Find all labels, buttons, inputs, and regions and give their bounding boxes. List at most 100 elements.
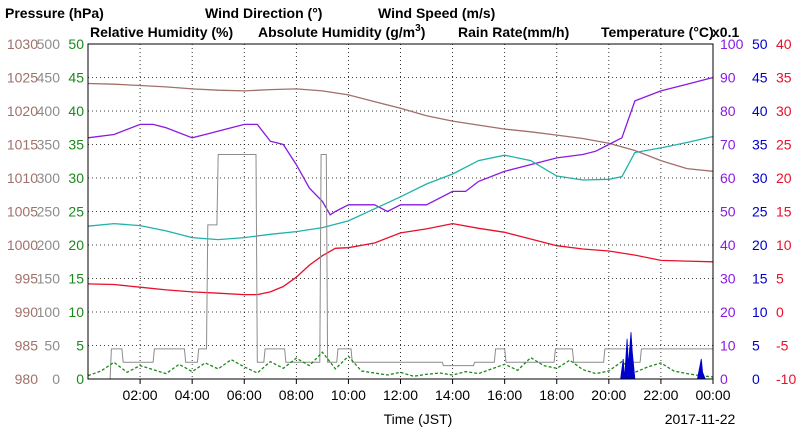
y-tick-label-wind-speed: 30 [68,170,84,186]
legend-wind-speed: Wind Speed (m/s) [378,5,495,21]
y-tick-label-rain: 35 [752,137,768,153]
y-tick-label-temperature: 20 [776,170,792,186]
grid [88,44,713,379]
series-abs-humidity [87,135,714,241]
y-tick-label-humidity: 100 [720,36,744,52]
y-tick-label-wind-speed: 0 [76,371,84,387]
y-tick-label-temperature: -10 [776,371,796,387]
series-layer [87,76,714,380]
y-tick-label-wind-speed: 15 [68,271,84,287]
x-tick-label: 20:00 [591,387,626,403]
x-tick-label: 18:00 [539,387,574,403]
y-tick-label-temperature: 10 [776,237,792,253]
rain-scale-label: x0.1 [712,24,739,40]
y-tick-label-rain: 0 [752,371,760,387]
y-tick-label-temperature: 25 [776,137,792,153]
y-tick-label-humidity: 10 [720,338,736,354]
y-tick-label-humidity: 60 [720,170,736,186]
series-pressure [87,82,714,172]
y-tick-label-rain: 15 [752,271,768,287]
date-label: 2017-11-22 [665,411,736,427]
y-tick-label-temperature: 30 [776,103,792,119]
y-tick-label-wind-speed: 25 [68,204,84,220]
legend-abs-humidity-sup: 3 [415,23,421,34]
y-tick-label-pressure: 1005 [7,204,38,220]
series-rain [620,332,706,380]
y-tick-label-temperature: 35 [776,70,792,86]
legend-temperature: Temperature (°C) [601,24,714,40]
legend-rain: Rain Rate(mm/h) [458,24,569,40]
legend-humidity: Relative Humidity (%) [90,24,233,40]
y-tick-label-wind-speed: 45 [68,70,84,86]
y-tick-label-temperature: -5 [776,338,789,354]
y-tick-label-wind-direction: 400 [37,103,61,119]
y-tick-label-rain: 50 [752,36,768,52]
y-tick-label-humidity: 40 [720,237,736,253]
y-tick-label-wind-direction: 150 [37,271,61,287]
y-tick-label-wind-direction: 0 [52,371,60,387]
y-tick-label-humidity: 80 [720,103,736,119]
y-tick-label-temperature: 5 [776,271,784,287]
x-tick-label: 10:00 [331,387,366,403]
y-tick-label-humidity: 90 [720,70,736,86]
y-tick-label-pressure: 1025 [7,70,38,86]
x-tick-label: 08:00 [279,387,314,403]
y-tick-label-pressure: 985 [15,338,39,354]
y-tick-label-rain: 30 [752,170,768,186]
y-tick-label-pressure: 980 [15,371,39,387]
y-tick-label-pressure: 1020 [7,103,38,119]
legend-wind-direction: Wind Direction (°) [205,5,322,21]
x-tick-label: 12:00 [383,387,418,403]
y-tick-label-wind-speed: 10 [68,304,84,320]
x-tick-label: 02:00 [123,387,158,403]
x-axis-label: Time (JST) [384,411,453,427]
y-tick-label-wind-direction: 300 [37,170,61,186]
y-tick-label-pressure: 1030 [7,36,38,52]
y-tick-label-pressure: 1015 [7,137,38,153]
legend-abs-humidity: Absolute Humidity (g/m3) [258,23,425,40]
y-tick-label-rain: 25 [752,204,768,220]
y-tick-label-wind-speed: 5 [76,338,84,354]
y-tick-label-wind-speed: 35 [68,137,84,153]
y-tick-label-wind-direction: 100 [37,304,61,320]
x-tick-label: 14:00 [435,387,470,403]
x-tick-label: 22:00 [643,387,678,403]
y-tick-label-wind-direction: 500 [37,36,61,52]
y-tick-label-pressure: 1000 [7,237,38,253]
y-tick-label-rain: 10 [752,304,768,320]
y-tick-label-humidity: 50 [720,204,736,220]
y-tick-label-wind-speed: 50 [68,36,84,52]
legend-abs-humidity-suffix: ) [421,24,426,40]
y-tick-label-wind-direction: 250 [37,204,61,220]
x-tick-label: 04:00 [175,387,210,403]
y-tick-label-wind-speed: 20 [68,237,84,253]
y-tick-label-humidity: 0 [720,371,728,387]
y-tick-label-pressure: 990 [15,304,39,320]
y-tick-label-temperature: 0 [776,304,784,320]
y-tick-label-wind-direction: 450 [37,70,61,86]
y-tick-label-wind-direction: 200 [37,237,61,253]
y-tick-label-temperature: 40 [776,36,792,52]
y-tick-label-humidity: 20 [720,304,736,320]
y-tick-label-rain: 20 [752,237,768,253]
y-tick-label-wind-speed: 40 [68,103,84,119]
y-tick-label-rain: 40 [752,103,768,119]
y-tick-label-pressure: 995 [15,271,39,287]
y-tick-label-rain: 45 [752,70,768,86]
x-tick-label: 06:00 [227,387,262,403]
y-tick-label-humidity: 70 [720,137,736,153]
legend-pressure: Pressure (hPa) [5,5,104,21]
series-wind-speed [87,351,714,378]
x-tick-label: 16:00 [487,387,522,403]
y-tick-label-wind-direction: 50 [44,338,60,354]
y-tick-label-wind-direction: 350 [37,137,61,153]
y-tick-label-humidity: 30 [720,271,736,287]
x-tick-label: 00:00 [695,387,730,403]
legend-abs-humidity-prefix: Absolute Humidity (g/m [258,24,415,40]
axis-ticks: 02:00 04:00 06:00 08:00 10:00 12:00 14:00 16:00… [7,36,797,403]
y-tick-label-pressure: 1010 [7,170,38,186]
y-tick-label-rain: 5 [752,338,760,354]
series-humidity [87,76,714,216]
y-tick-label-temperature: 15 [776,204,792,220]
